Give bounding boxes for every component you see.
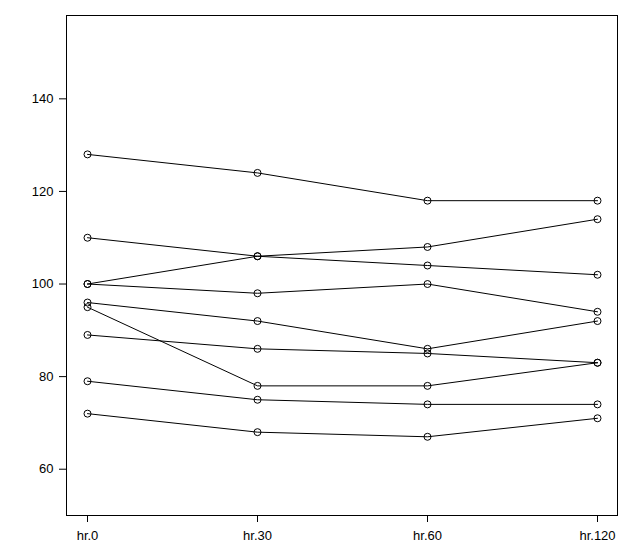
svg-text:120: 120 [32, 184, 54, 199]
svg-text:60: 60 [39, 461, 53, 476]
svg-text:hr.30: hr.30 [243, 528, 272, 543]
svg-text:hr.60: hr.60 [413, 528, 442, 543]
svg-text:140: 140 [32, 91, 54, 106]
svg-text:hr.120: hr.120 [579, 528, 615, 543]
svg-text:100: 100 [32, 276, 54, 291]
svg-text:hr.0: hr.0 [77, 528, 99, 543]
svg-text:80: 80 [39, 369, 53, 384]
